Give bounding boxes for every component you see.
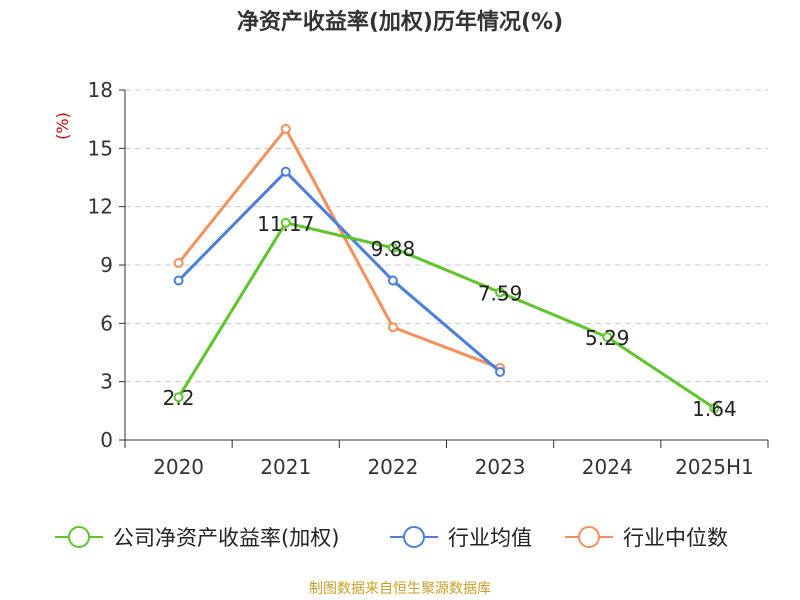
y-axis-label: (%) xyxy=(53,112,72,140)
legend-swatch-icon xyxy=(68,526,90,548)
data-label: 5.29 xyxy=(585,326,630,350)
y-tick-label: 18 xyxy=(88,78,113,102)
y-tick-label: 9 xyxy=(100,253,113,277)
data-point[interactable] xyxy=(495,366,506,377)
legend-label[interactable]: 行业均值 xyxy=(448,526,532,550)
data-point[interactable] xyxy=(280,123,291,134)
legend[interactable]: 公司净资产收益率(加权) 行业均值 行业中位数 xyxy=(55,526,728,550)
data-point[interactable] xyxy=(173,258,184,269)
x-tick-label: 2020 xyxy=(153,455,204,479)
grid-lines xyxy=(125,89,768,383)
legend-label[interactable]: 公司净资产收益率(加权) xyxy=(113,526,339,550)
data-point[interactable] xyxy=(387,242,398,253)
axes: 0 3 6 9 12 15 18 2020 2021 2022 2023 2024 2025H1 (%) xyxy=(53,78,769,479)
data-point[interactable] xyxy=(280,217,291,228)
x-tick-label: 2025H1 xyxy=(675,455,754,479)
x-tick-label: 2024 xyxy=(582,455,633,479)
y-tick-label: 0 xyxy=(100,428,113,452)
source-note: 制图数据来自恒生聚源数据库 xyxy=(309,581,491,597)
series-layer xyxy=(173,123,720,414)
data-label: 1.64 xyxy=(692,397,737,421)
x-tick-label: 2021 xyxy=(260,455,311,479)
y-tick-label: 6 xyxy=(100,311,113,335)
data-point[interactable] xyxy=(709,403,720,414)
x-tick-label: 2022 xyxy=(367,455,418,479)
y-tick-label: 3 xyxy=(100,370,113,394)
data-point[interactable] xyxy=(602,332,613,343)
data-label: 11.17 xyxy=(257,212,314,236)
data-point[interactable] xyxy=(387,275,398,286)
data-label: 9.88 xyxy=(371,237,416,261)
data-point[interactable] xyxy=(173,392,184,403)
data-point[interactable] xyxy=(280,166,291,177)
data-label: 2.2 xyxy=(163,386,195,410)
data-labels: 2.2 11.17 9.88 7.59 5.29 1.64 xyxy=(163,212,737,421)
series-line xyxy=(177,221,716,410)
chart-title: 净资产收益率(加权)历年情况(%) xyxy=(236,10,564,35)
series-line xyxy=(177,170,502,374)
data-point[interactable] xyxy=(387,322,398,333)
x-tick-label: 2023 xyxy=(475,455,526,479)
legend-swatch-icon xyxy=(578,526,600,548)
data-label: 7.59 xyxy=(478,281,523,305)
legend-label[interactable]: 行业中位数 xyxy=(623,526,728,550)
y-tick-label: 12 xyxy=(88,195,113,219)
data-point[interactable] xyxy=(173,275,184,286)
data-point[interactable] xyxy=(495,287,506,298)
y-tick-label: 15 xyxy=(88,136,113,160)
legend-swatch-icon xyxy=(403,526,425,548)
